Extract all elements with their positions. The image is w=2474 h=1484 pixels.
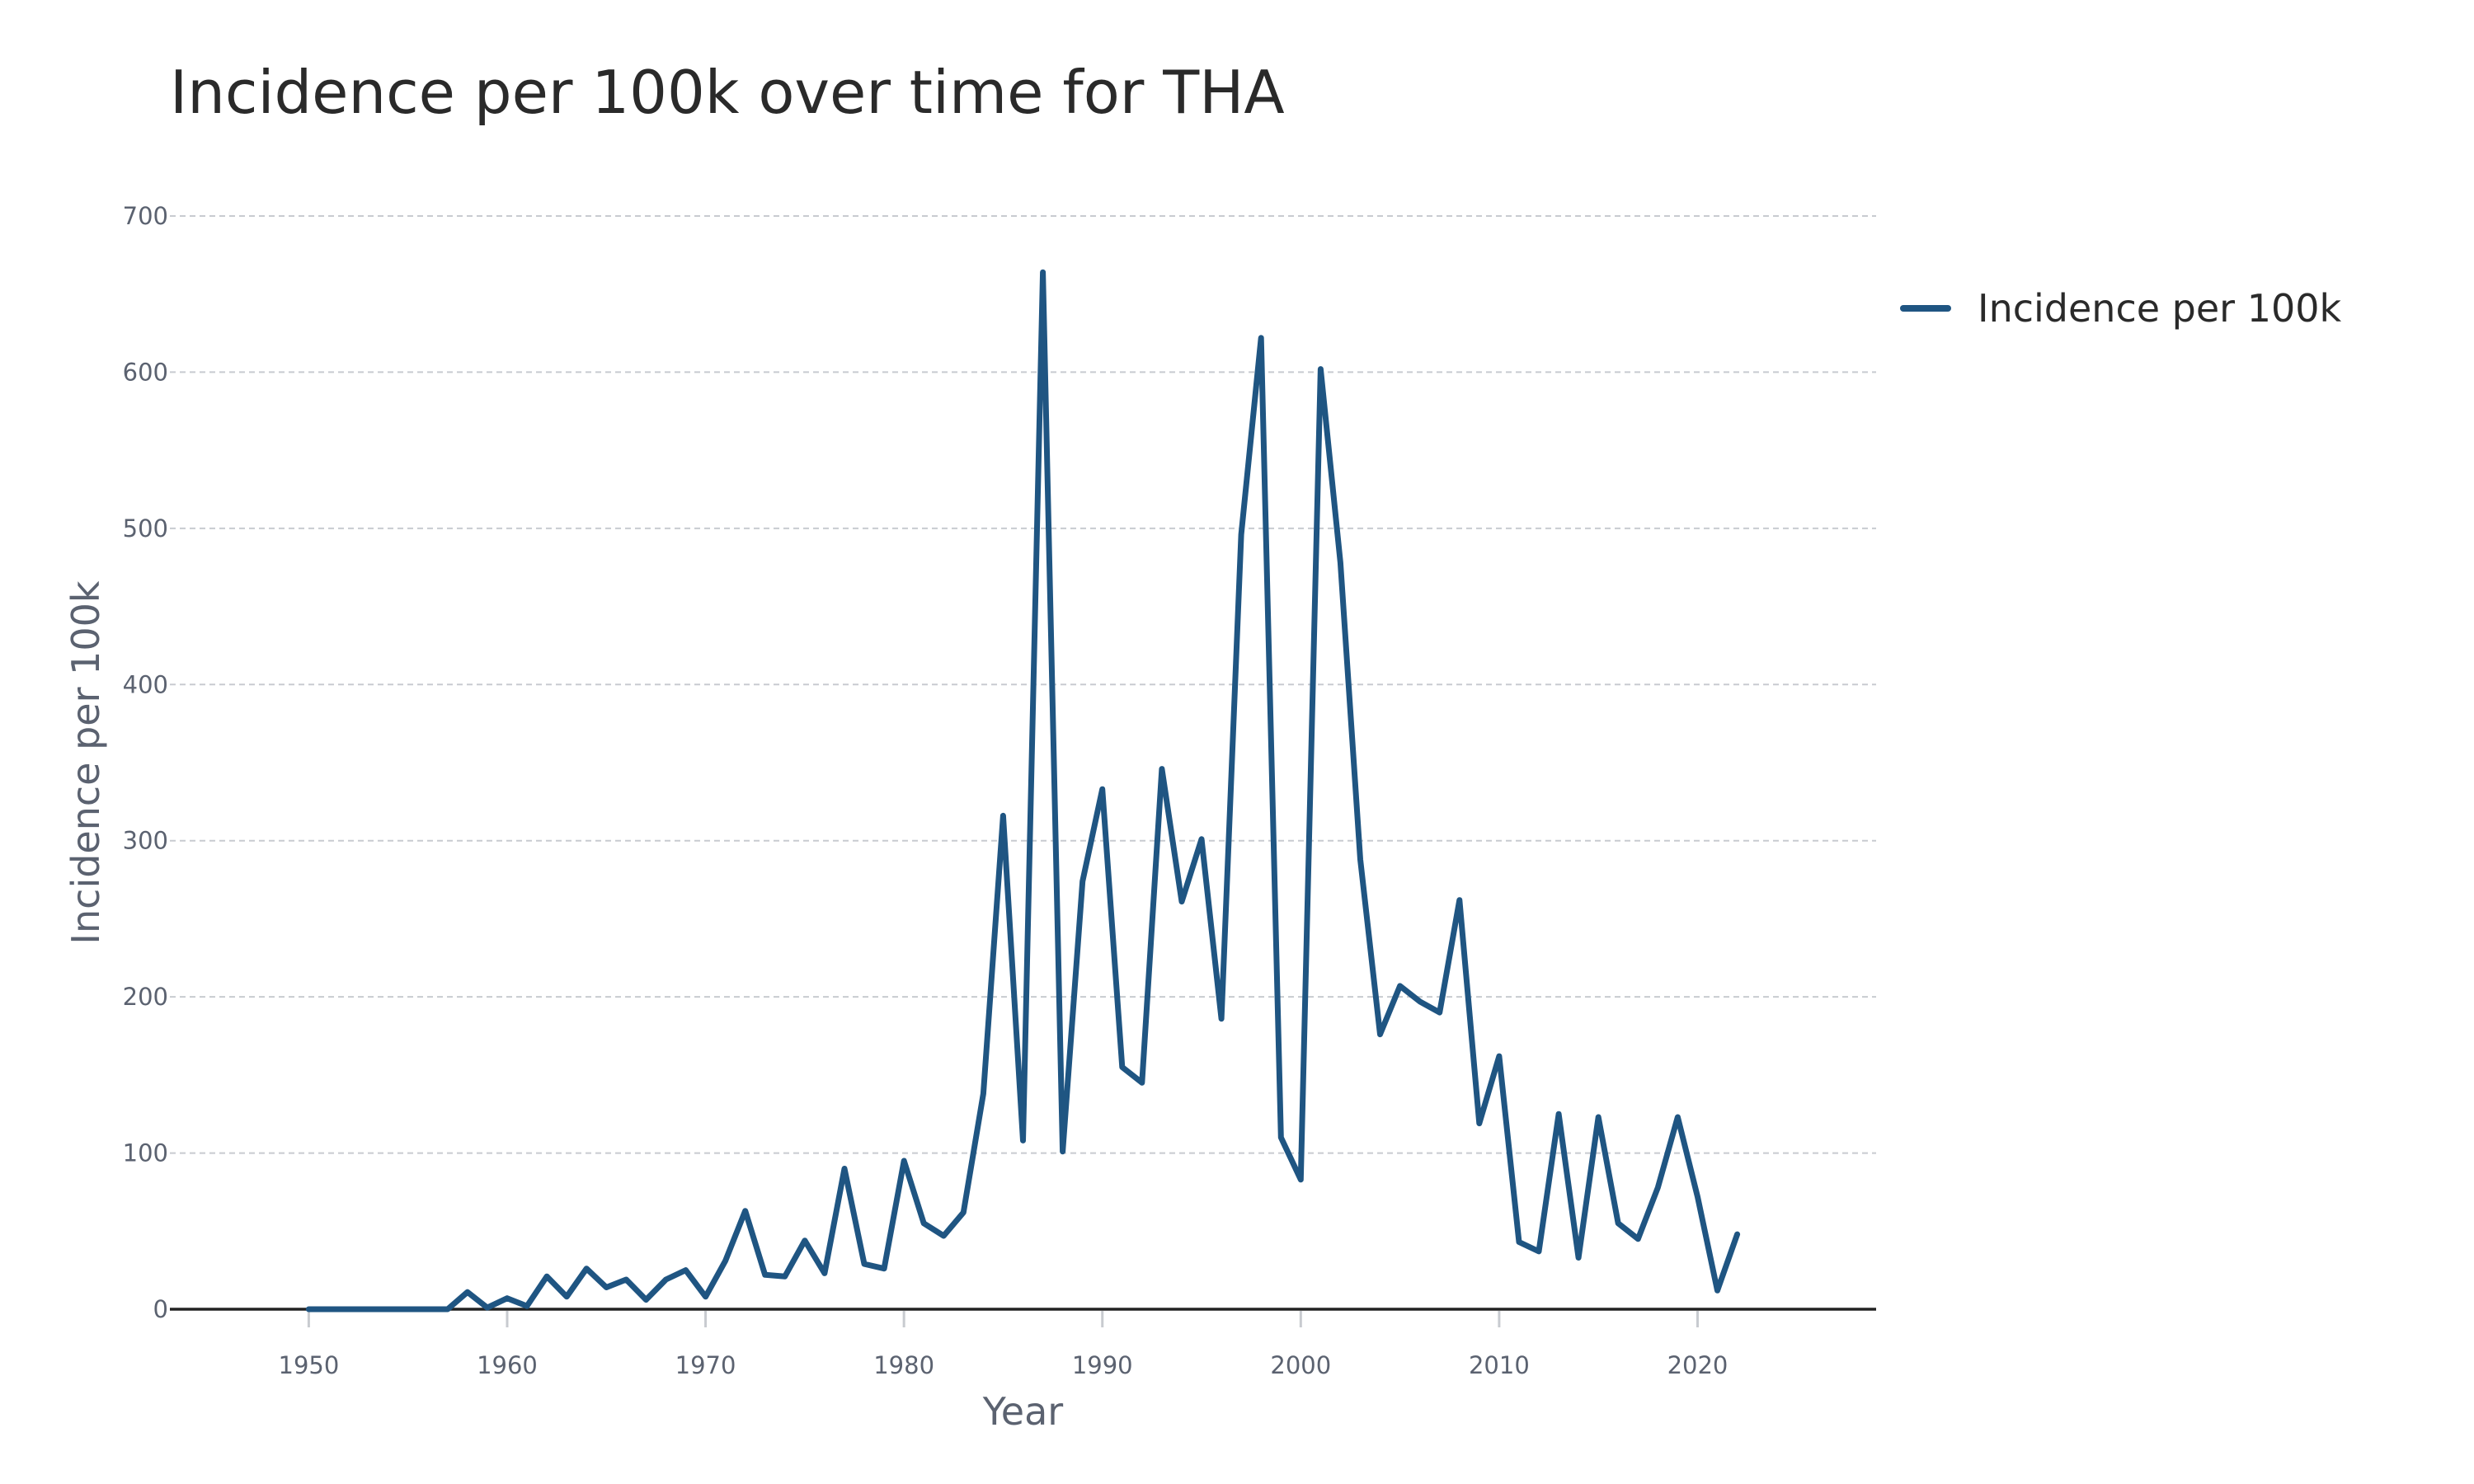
y-tick-label: 700: [123, 202, 168, 230]
x-axis-ticks: 1950 1960 1970 1980 1990 2000 2010 2020: [279, 1311, 1729, 1379]
legend[interactable]: Incidence per 100k: [1900, 286, 2341, 331]
y-axis-ticks: 0 100 200 300 400 500 600 700: [123, 202, 168, 1323]
gridlines: [170, 215, 1876, 1154]
y-tick-label: 0: [153, 1295, 168, 1323]
y-tick-label: 500: [123, 514, 168, 542]
y-tick-label: 400: [123, 670, 168, 698]
series-group: [305, 269, 1741, 1313]
x-tick-label: 2000: [1270, 1351, 1331, 1379]
x-tick-label: 1950: [279, 1351, 340, 1379]
y-axis-title: Incidence per 100k: [63, 580, 108, 944]
y-tick-label: 600: [123, 358, 168, 386]
x-axis-title: Year: [982, 1389, 1063, 1434]
y-tick-label: 100: [123, 1139, 168, 1167]
x-tick-label: 2010: [1469, 1351, 1530, 1379]
x-tick-label: 1970: [675, 1351, 736, 1379]
chart-title: Incidence per 100k over time for THA: [170, 58, 1285, 127]
y-tick-label: 300: [123, 827, 168, 855]
x-tick-label: 2020: [1667, 1351, 1729, 1379]
x-tick-label: 1990: [1072, 1351, 1133, 1379]
x-tick-label: 1980: [873, 1351, 934, 1379]
legend-label: Incidence per 100k: [1978, 286, 2341, 331]
series-line: [305, 269, 1741, 1313]
x-tick-label: 1960: [477, 1351, 538, 1379]
y-tick-label: 200: [123, 983, 168, 1011]
